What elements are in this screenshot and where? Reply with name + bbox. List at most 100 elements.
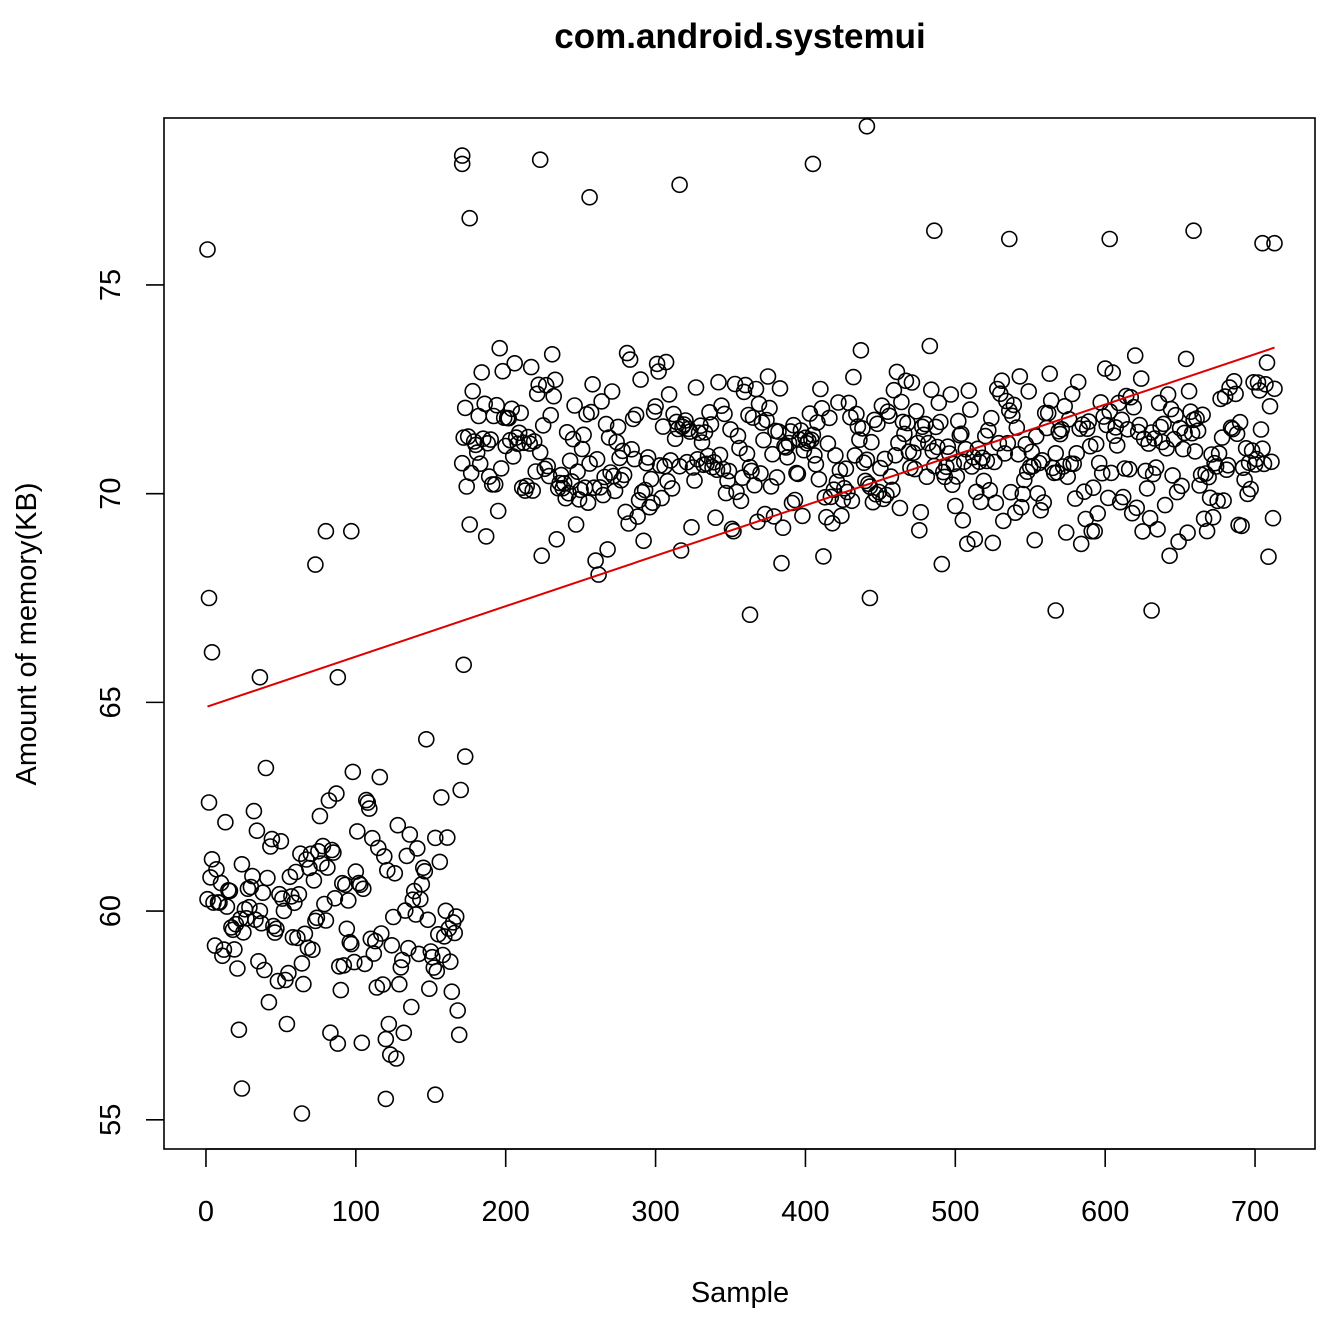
data-point	[863, 433, 880, 451]
data-point	[897, 372, 915, 390]
data-point	[960, 382, 978, 400]
data-point	[1032, 501, 1049, 519]
data-point	[1155, 415, 1172, 433]
data-point	[942, 386, 960, 403]
data-point	[548, 530, 566, 548]
data-point	[615, 466, 633, 484]
data-point	[456, 748, 474, 765]
data-point	[876, 450, 894, 468]
data-point	[653, 489, 670, 507]
data-point	[594, 486, 612, 504]
data-point	[978, 452, 996, 470]
data-point	[951, 426, 969, 444]
data-point	[1020, 383, 1037, 400]
data-point	[777, 439, 795, 456]
data-point	[1119, 420, 1136, 438]
data-point	[468, 444, 486, 461]
data-point	[396, 902, 414, 919]
data-point	[456, 399, 474, 417]
data-point	[582, 403, 600, 421]
data-point	[1026, 531, 1043, 549]
data-point	[1027, 428, 1045, 445]
data-point	[338, 920, 356, 938]
data-point	[1207, 458, 1225, 475]
data-point	[1087, 435, 1105, 453]
data-point	[999, 434, 1017, 452]
data-point	[281, 868, 299, 886]
data-point	[827, 447, 844, 464]
data-point	[510, 424, 528, 442]
data-point	[702, 416, 720, 433]
data-point	[599, 541, 616, 558]
data-point	[780, 434, 798, 452]
data-point	[689, 450, 706, 468]
data-point	[524, 482, 542, 499]
data-point	[1173, 477, 1190, 495]
data-point	[804, 426, 822, 444]
data-point	[377, 1090, 395, 1108]
data-point	[401, 826, 419, 843]
data-point	[967, 483, 985, 501]
data-point	[840, 394, 858, 412]
data-point	[818, 508, 835, 526]
data-point	[813, 399, 831, 417]
data-point	[230, 1021, 248, 1039]
data-point	[890, 434, 907, 452]
data-point	[575, 426, 592, 444]
data-point	[221, 882, 239, 900]
data-point	[1137, 462, 1154, 480]
data-point	[286, 894, 303, 912]
data-point	[1065, 455, 1082, 473]
data-point	[426, 829, 444, 847]
data-point	[489, 502, 507, 520]
data-point	[245, 802, 263, 820]
data-point	[203, 643, 221, 661]
data-point	[588, 450, 606, 468]
data-point	[806, 447, 823, 464]
data-point	[710, 373, 727, 391]
data-point	[372, 925, 390, 942]
data-point	[471, 455, 489, 473]
data-point	[662, 452, 679, 469]
data-point	[884, 481, 901, 499]
data-point	[272, 832, 290, 850]
data-point	[948, 468, 966, 485]
data-point	[319, 859, 336, 876]
data-point	[678, 453, 696, 471]
data-point	[576, 479, 594, 497]
data-point	[392, 959, 410, 976]
data-point	[326, 889, 344, 907]
data-point	[1054, 458, 1072, 475]
data-point	[837, 460, 855, 478]
data-point	[329, 1035, 347, 1052]
data-point	[686, 472, 703, 489]
data-point	[1095, 408, 1112, 425]
data-point	[452, 781, 470, 799]
data-point	[533, 547, 551, 565]
data-point	[1113, 411, 1130, 429]
data-point	[1233, 517, 1250, 535]
data-point	[1078, 420, 1096, 438]
data-point	[907, 402, 925, 420]
data-point	[254, 884, 272, 902]
data-point	[858, 451, 876, 469]
data-point	[855, 454, 873, 472]
data-point	[609, 418, 627, 436]
data-point	[311, 807, 329, 825]
data-point	[398, 847, 416, 865]
data-point	[386, 864, 404, 882]
data-point	[1141, 509, 1159, 527]
data-point	[810, 470, 828, 488]
data-point	[251, 668, 269, 686]
data-point	[657, 353, 675, 371]
x-tick-label: 200	[482, 1196, 530, 1228]
data-point	[369, 839, 387, 857]
data-point	[464, 382, 482, 400]
data-point	[864, 493, 882, 511]
data-point	[479, 434, 497, 452]
data-point	[354, 880, 372, 898]
data-point	[380, 1015, 398, 1033]
data-point	[819, 435, 837, 452]
data-point	[332, 981, 350, 999]
data-point	[707, 509, 724, 527]
